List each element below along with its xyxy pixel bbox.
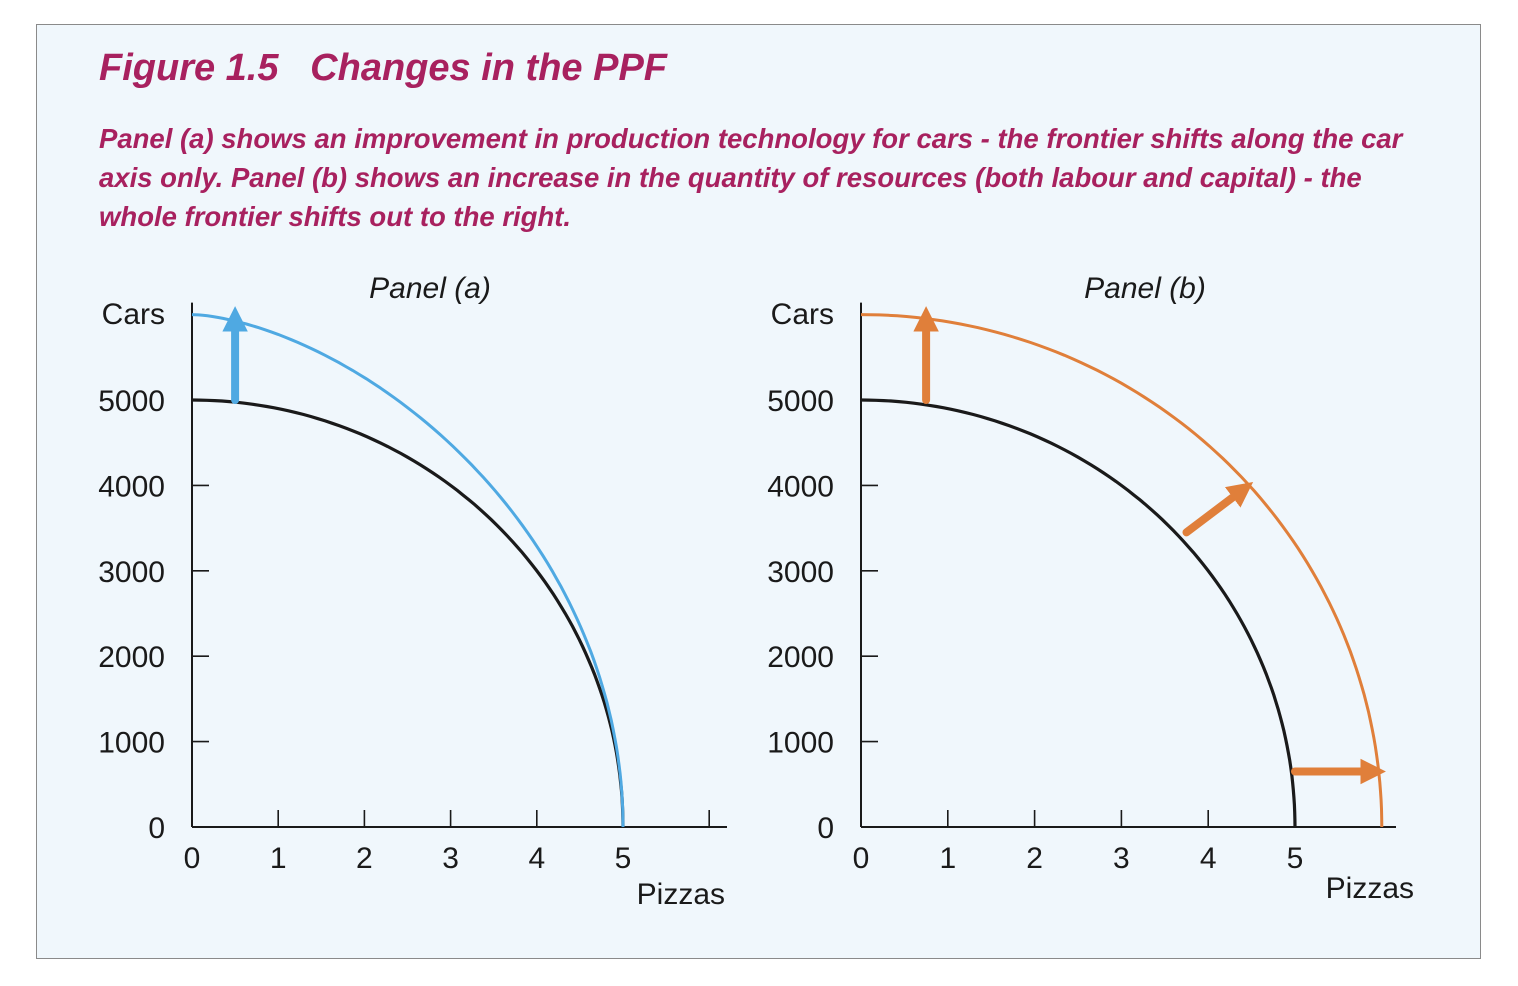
panel-b-x-axis-label: Pizzas xyxy=(1326,872,1414,905)
panel-b-x-tick-label: 5 xyxy=(1287,842,1304,875)
panel-b-x-tick-label: 0 xyxy=(853,842,870,875)
panel-b-title: Panel (b) xyxy=(1084,272,1206,305)
panel-a-y-axis-label: Cars xyxy=(102,298,165,331)
panel-b-y-tick-label: 3000 xyxy=(767,556,834,589)
figure-title: Figure 1.5 Changes in the PPF xyxy=(99,47,667,89)
panel-b-y-tick-label: 2000 xyxy=(767,641,834,674)
panel-a-x-tick-label: 2 xyxy=(356,842,373,875)
panel-b-y-tick-label: 0 xyxy=(817,812,834,845)
panel-b-y-axis-label: Cars xyxy=(771,298,834,331)
panel-a-y-tick-label: 2000 xyxy=(98,641,165,674)
panel-b-shift-arrow xyxy=(1182,481,1254,537)
panel-a-x-tick-label: 1 xyxy=(270,842,287,875)
panel-a-x-axis-label: Pizzas xyxy=(637,878,725,911)
figure-caption: Panel (a) shows an improvement in produc… xyxy=(99,123,1403,232)
panel-b-original-frontier xyxy=(860,398,1297,828)
panel-a-y-tick-label: 4000 xyxy=(98,470,165,503)
panel-a-y-tick-label: 3000 xyxy=(98,556,165,589)
panel-b-y-tick-label: 4000 xyxy=(767,470,834,503)
panel-a-x-tick-label: 4 xyxy=(528,842,545,875)
panel-a-y-tick-label: 1000 xyxy=(98,727,165,760)
panel-a-x-tick-label: 0 xyxy=(184,842,201,875)
panel-a-chart: Panel (a) 0 1 2 3 4 5 0 1000 2000 3000 4000 5000 Cars… xyxy=(98,272,727,911)
panel-b-x-tick-label: 1 xyxy=(939,842,956,875)
panel-b-y-tick-label: 5000 xyxy=(767,385,834,418)
panel-a-x-tick-label: 5 xyxy=(615,842,632,875)
panel-b-shifted-frontier xyxy=(860,313,1384,828)
panel-b-x-tick-label: 2 xyxy=(1026,842,1043,875)
panel-b-x-tick-label: 3 xyxy=(1113,842,1130,875)
panel-b-chart: Panel (b) 0 1 2 3 4 5 0 1000 2000 3000 4000 5000 Cars… xyxy=(767,272,1414,905)
panel-a-original-frontier xyxy=(191,398,625,828)
panel-b-x-tick-label: 4 xyxy=(1200,842,1217,875)
panel-a-shifted-frontier xyxy=(191,313,625,828)
panel-a-y-tick-label: 5000 xyxy=(98,385,165,418)
panel-b-y-tick-label: 1000 xyxy=(767,727,834,760)
panel-a-title: Panel (a) xyxy=(369,272,491,305)
panel-a-y-tick-label: 0 xyxy=(148,812,165,845)
panel-a-x-tick-label: 3 xyxy=(442,842,459,875)
